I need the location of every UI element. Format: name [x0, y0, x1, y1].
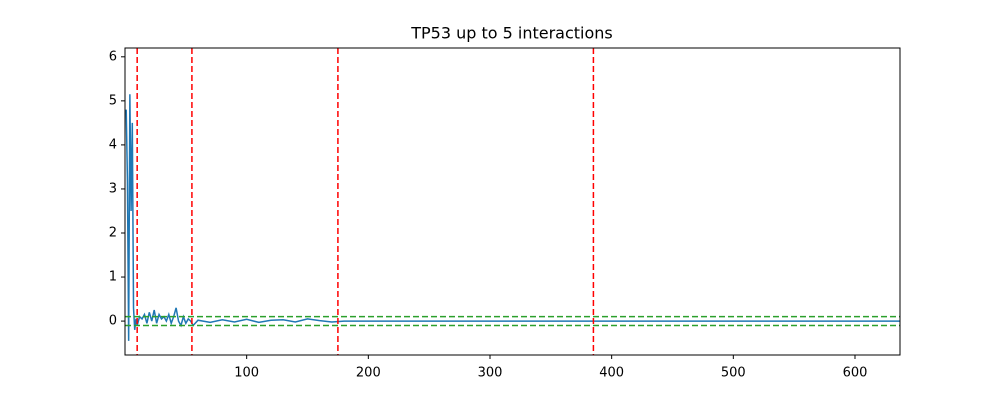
y-tick-label: 0 — [109, 314, 117, 329]
y-tick-label: 6 — [109, 49, 117, 64]
plot-frame — [124, 47, 901, 356]
x-tick-label: 400 — [599, 366, 624, 381]
y-tick-label: 1 — [109, 270, 117, 285]
x-tick-label: 500 — [721, 366, 746, 381]
series-line — [125, 94, 900, 341]
x-tick-label: 600 — [843, 366, 868, 381]
y-tick-label: 5 — [109, 93, 117, 108]
y-tick-label: 2 — [109, 225, 117, 240]
x-tick-label: 200 — [356, 366, 381, 381]
x-tick-label: 100 — [234, 366, 259, 381]
x-tick-label: 300 — [478, 366, 503, 381]
y-tick-label: 4 — [109, 137, 117, 152]
chart-title: TP53 up to 5 interactions — [410, 24, 613, 43]
y-tick-label: 3 — [109, 181, 117, 196]
